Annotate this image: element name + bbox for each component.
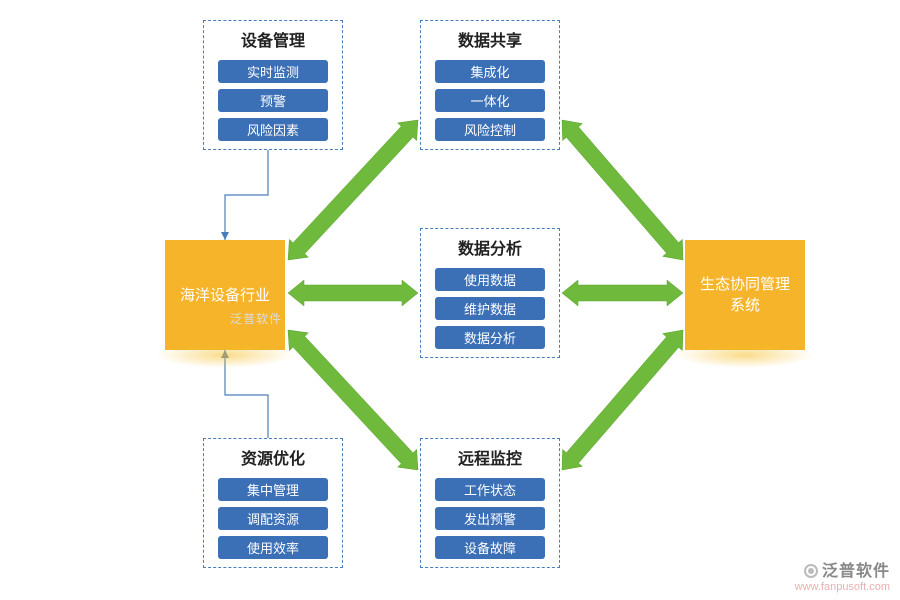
pill-item: 风险因素 <box>218 118 328 141</box>
pill-item: 设备故障 <box>435 536 545 559</box>
diagram-canvas: 设备管理实时监测预警风险因素数据共享集成化一体化风险控制数据分析使用数据维护数据… <box>0 0 900 600</box>
pill-item: 预警 <box>218 89 328 112</box>
pill-item: 维护数据 <box>435 297 545 320</box>
watermark-corner: 泛普软件 www.fanpusoft.com <box>795 562 890 594</box>
solid-box-label: 海洋设备行业 <box>180 285 270 306</box>
dashed-box-data-share: 数据共享集成化一体化风险控制 <box>420 20 560 150</box>
pill-item: 使用数据 <box>435 268 545 291</box>
dashed-box-device-mgmt: 设备管理实时监测预警风险因素 <box>203 20 343 150</box>
solid-box-eco-system: 生态协同管理 系统 <box>685 240 805 350</box>
pill-item: 一体化 <box>435 89 545 112</box>
box-title: 设备管理 <box>241 27 305 51</box>
dashed-box-data-analysis: 数据分析使用数据维护数据数据分析 <box>420 228 560 358</box>
box-title: 远程监控 <box>458 445 522 469</box>
pill-item: 使用效率 <box>218 536 328 559</box>
pill-item: 实时监测 <box>218 60 328 83</box>
box-title: 数据共享 <box>458 27 522 51</box>
box-title: 资源优化 <box>241 445 305 469</box>
pill-item: 调配资源 <box>218 507 328 530</box>
box-title: 数据分析 <box>458 235 522 259</box>
dashed-box-resource-opt: 资源优化集中管理调配资源使用效率 <box>203 438 343 568</box>
pill-item: 风险控制 <box>435 118 545 141</box>
pill-item: 工作状态 <box>435 478 545 501</box>
dashed-box-remote-mon: 远程监控工作状态发出预警设备故障 <box>420 438 560 568</box>
pill-item: 集中管理 <box>218 478 328 501</box>
solid-box-label: 生态协同管理 系统 <box>700 274 790 316</box>
pill-item: 发出预警 <box>435 507 545 530</box>
pill-item: 数据分析 <box>435 326 545 349</box>
pill-item: 集成化 <box>435 60 545 83</box>
solid-box-ocean-equip: 海洋设备行业 <box>165 240 285 350</box>
watermark-center: 泛普软件 <box>230 310 282 327</box>
